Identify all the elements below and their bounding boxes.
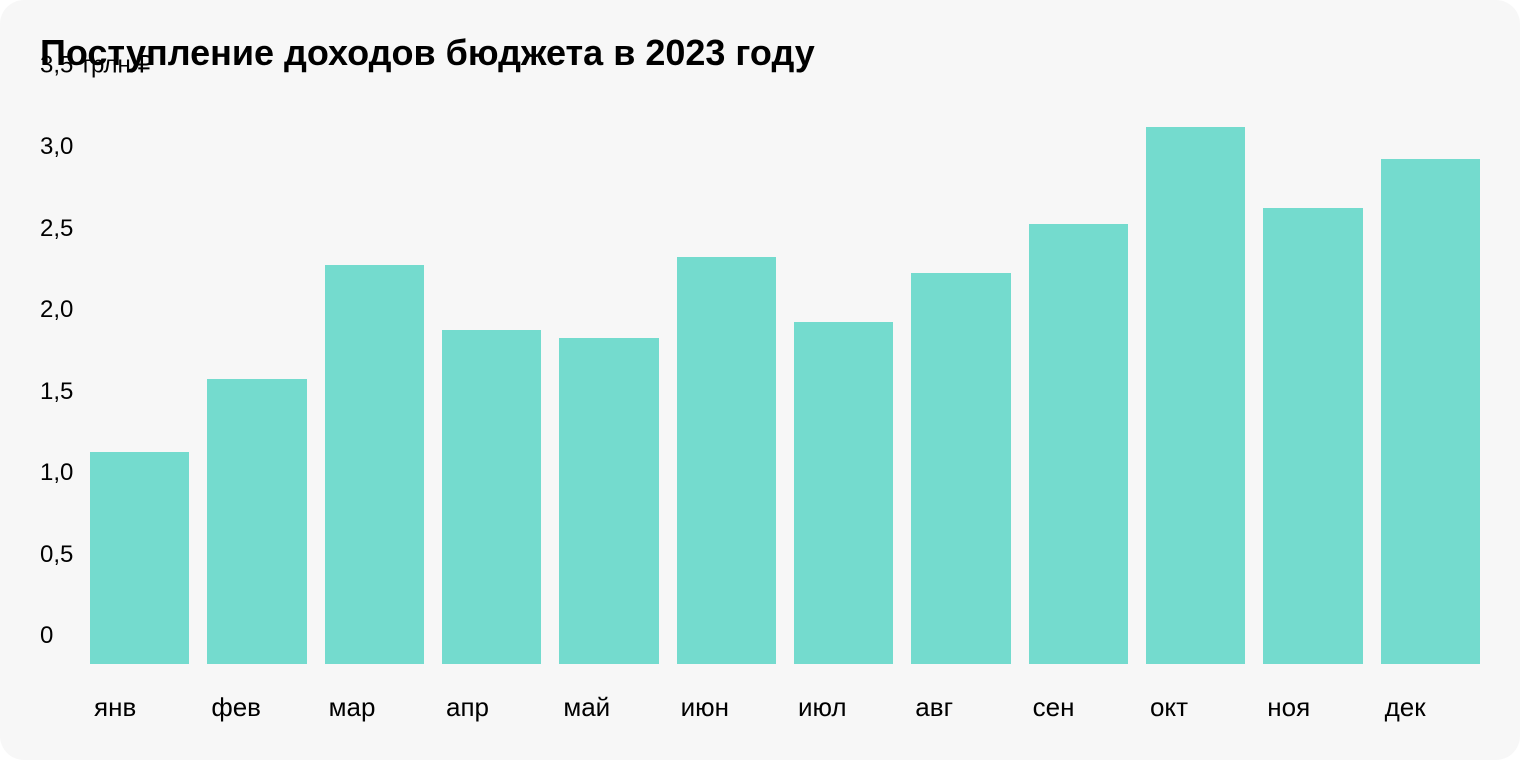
x-tick-label: мар [325,674,424,734]
y-tick-label: 2,5 [40,215,73,243]
bar-slot [677,94,776,664]
bars-row [90,94,1480,664]
bar [1146,127,1245,664]
bar [207,379,306,664]
y-tick-label: 0 [40,622,53,650]
bar-slot [559,94,658,664]
bar-slot [442,94,541,664]
plot-region: 3,5 трлн ₽3,02,52,01,51,00,50 [90,94,1480,664]
x-tick-label: фев [207,674,306,734]
bar-slot [207,94,306,664]
x-tick-label: окт [1146,674,1245,734]
x-tick-label: сен [1029,674,1128,734]
bar-slot [794,94,893,664]
x-tick-label: авг [911,674,1010,734]
x-tick-label: янв [90,674,189,734]
bar [1029,224,1128,664]
bar [911,273,1010,664]
chart-card: Поступление доходов бюджета в 2023 году … [0,0,1520,760]
y-tick-label: 3,0 [40,133,73,161]
y-tick-label: 0,5 [40,541,73,569]
x-tick-label: ноя [1263,674,1362,734]
bar [794,322,893,664]
bar [1381,159,1480,664]
bar-slot [911,94,1010,664]
chart-area: 3,5 трлн ₽3,02,52,01,51,00,50 янвфевмара… [40,94,1480,734]
bar-slot [1029,94,1128,664]
bar [325,265,424,664]
bar [90,452,189,664]
x-axis-labels: янвфевмарапрмайиюниюлавгсеноктноядек [90,674,1480,734]
x-tick-label: апр [442,674,541,734]
x-tick-label: июл [794,674,893,734]
bar-slot [1263,94,1362,664]
bar-slot [1381,94,1480,664]
bar [1263,208,1362,664]
x-tick-label: май [559,674,658,734]
bar [442,330,541,664]
bar-slot [90,94,189,664]
bar [677,257,776,664]
x-tick-label: дек [1381,674,1480,734]
bar-slot [1146,94,1245,664]
chart-title: Поступление доходов бюджета в 2023 году [40,32,1480,74]
bar-slot [325,94,424,664]
bar [559,338,658,664]
x-tick-label: июн [677,674,776,734]
y-tick-label: 1,5 [40,378,73,406]
y-tick-label: 2,0 [40,296,73,324]
y-tick-label: 3,5 трлн ₽ [40,51,153,80]
y-tick-label: 1,0 [40,459,73,487]
